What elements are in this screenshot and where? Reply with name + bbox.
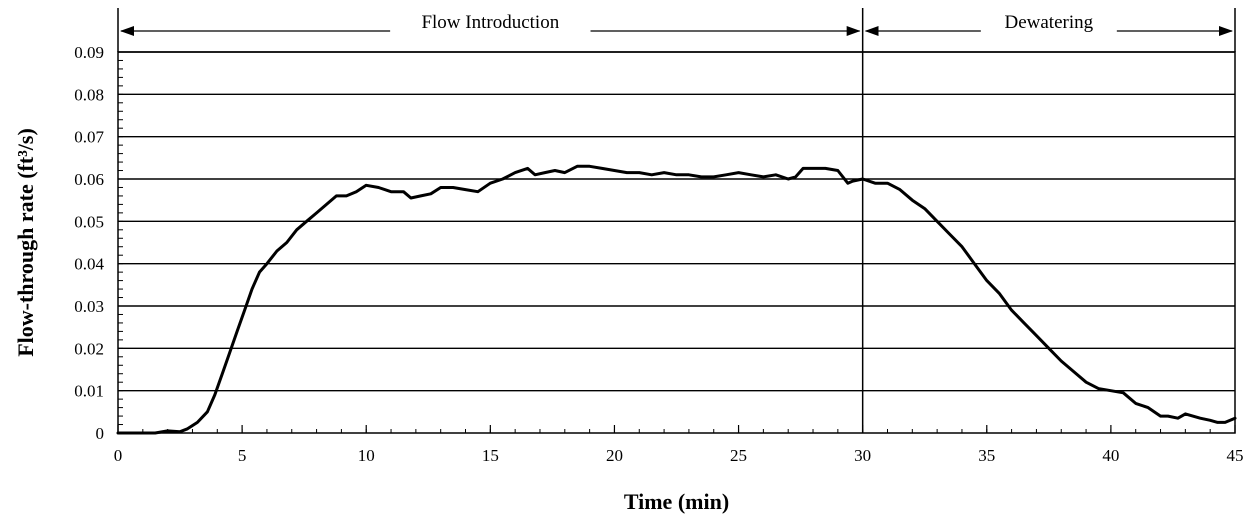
x-tick-label: 10 — [358, 446, 375, 465]
y-tick-label: 0.04 — [74, 255, 104, 274]
x-tick-label: 40 — [1102, 446, 1119, 465]
x-tick-label: 45 — [1227, 446, 1244, 465]
y-tick-label: 0.05 — [74, 212, 104, 231]
y-tick-label: 0 — [96, 424, 105, 443]
y-tick-label: 0.09 — [74, 43, 104, 62]
y-tick-label: 0.08 — [74, 85, 104, 104]
grid-lines — [118, 51, 1235, 392]
x-tick-label: 20 — [606, 446, 623, 465]
tick-labels: 0 0.01 0.02 0.03 0.04 0.05 0.06 0.07 0.08 0.09 0 5 1… — [74, 43, 1243, 465]
x-tick-label: 25 — [730, 446, 747, 465]
y-tick-label: 0.03 — [74, 297, 104, 316]
x-tick-label: 15 — [482, 446, 499, 465]
y-tick-label: 0.06 — [74, 170, 104, 189]
x-tick-label: 0 — [114, 446, 123, 465]
phase-label: Flow Introduction — [421, 12, 559, 33]
x-axis-title: Time (min) — [624, 489, 729, 514]
y-tick-label: 0.07 — [74, 128, 104, 147]
series-layer — [116, 164, 1237, 435]
plot-frame — [117, 51, 1236, 434]
phase-label: Dewatering — [1005, 12, 1094, 33]
y-tick-label: 0.02 — [74, 339, 104, 358]
y-axis-title: Flow-through rate (ft³/s) — [13, 128, 38, 357]
x-tick-label: 30 — [854, 446, 871, 465]
y-tick-label: 0.01 — [74, 382, 104, 401]
x-tick-label: 35 — [978, 446, 995, 465]
x-tick-label: 5 — [238, 446, 247, 465]
phase-annotations: Flow Introduction Dewatering — [117, 8, 1236, 433]
series-line — [116, 164, 1237, 435]
